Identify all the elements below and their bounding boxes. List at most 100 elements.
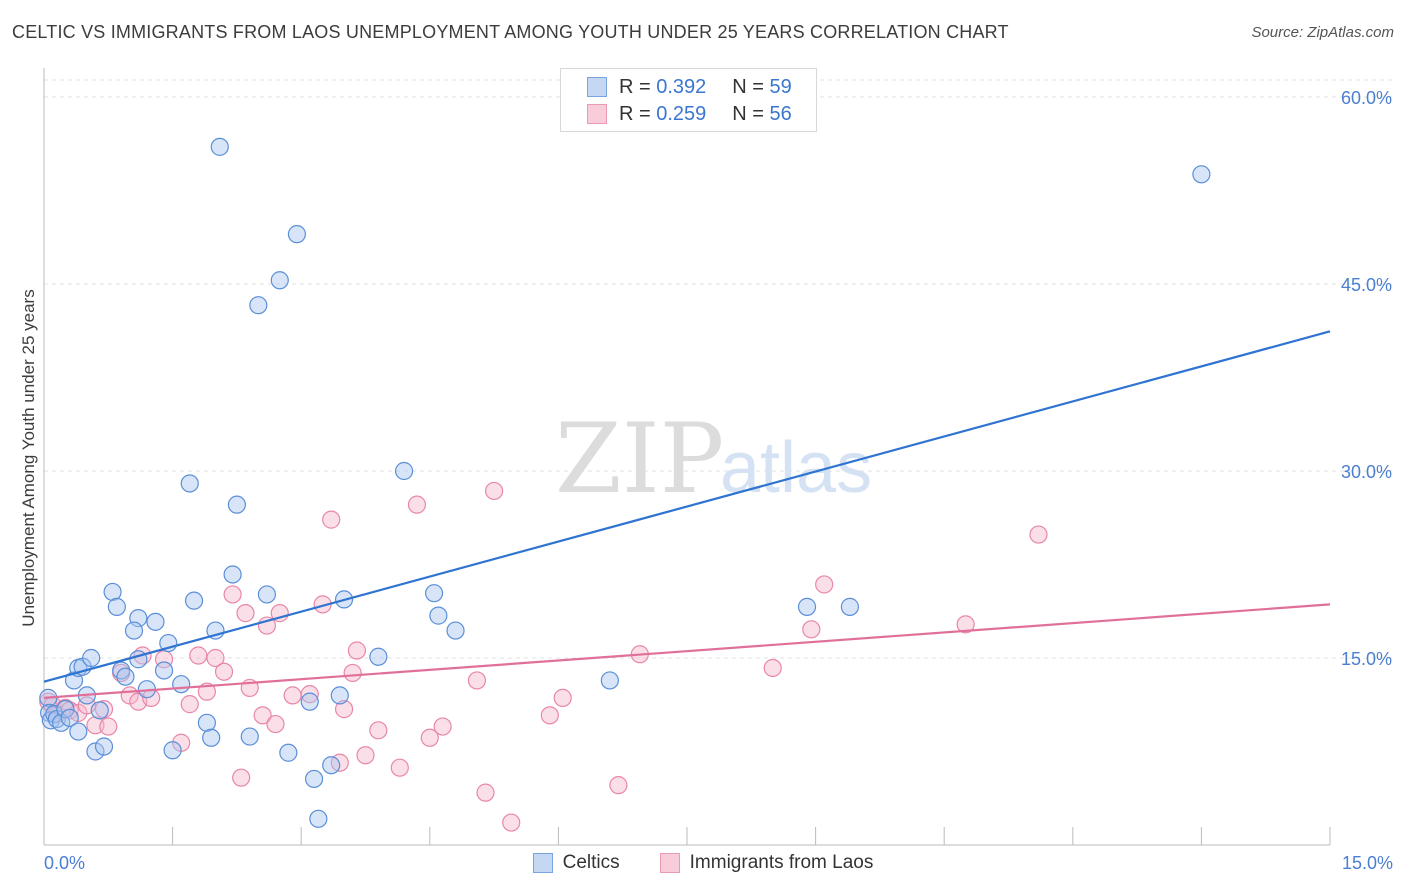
celtic-point (90, 701, 109, 720)
celtic-point (124, 621, 144, 640)
watermark-zip: ZIP (555, 403, 724, 515)
celtic-swatch (532, 853, 553, 873)
laos-point (180, 695, 199, 714)
celtic-point (330, 686, 349, 705)
celtic-point (69, 722, 88, 741)
bottom-legend-label: Immigrants from Laos (689, 852, 874, 873)
celtic-point (82, 648, 101, 668)
laos-point (485, 481, 504, 501)
laos-point (420, 728, 439, 747)
laos-point (223, 585, 242, 604)
celtic-point (322, 756, 341, 775)
celtic-point (369, 647, 388, 666)
celtic-point (94, 737, 114, 756)
celtic-point (446, 621, 465, 640)
legend-n-value: 59 (769, 75, 792, 98)
legend-r-label: R = (619, 75, 657, 98)
bottom-legend: Celtics Immigrants from Laos (0, 852, 1406, 874)
celtic-point (163, 741, 182, 760)
laos-point (343, 663, 362, 683)
celtic-point (257, 585, 277, 604)
celtic-point (197, 713, 216, 732)
laos-swatch (659, 853, 680, 873)
laos-swatch (587, 104, 607, 124)
legend-r-value: 0.392 (656, 75, 707, 98)
celtic-point (797, 597, 817, 616)
chart-title: CELTIC VS IMMIGRANTS FROM LAOS UNEMPLOYM… (12, 22, 1009, 42)
laos-trend-line (43, 603, 1331, 699)
celtic-point (60, 708, 79, 727)
bottom-legend-laos: Immigrants from Laos (659, 852, 874, 874)
laos-point (802, 620, 821, 639)
laos-point (232, 768, 251, 787)
celtic-point (394, 461, 414, 481)
legend-r-value: 0.259 (656, 102, 707, 125)
celtic-point (184, 591, 204, 610)
celtic-point (223, 565, 242, 584)
y-tick-label: 60.0% (1341, 88, 1392, 108)
celtic-point (249, 296, 268, 315)
legend-row-celtic: R = 0.392 N = 59 (587, 74, 792, 100)
celtic-point (270, 271, 289, 290)
celtic-point (287, 225, 307, 244)
legend-r-label: R = (619, 102, 657, 125)
laos-point (815, 575, 834, 594)
laos-point (502, 813, 521, 832)
celtic-point (429, 606, 448, 625)
legend: R = 0.392 N = 59 R = 0.259 N = 56 (560, 68, 817, 132)
laos-point (369, 721, 388, 740)
laos-point (347, 641, 367, 660)
series-laos-points (39, 481, 1048, 832)
laos-point (763, 658, 782, 678)
celtic-point (116, 667, 135, 686)
celtic-point (86, 742, 105, 761)
tick-labels: 15.0% 30.0% 45.0% 60.0% 0.0% 15.0% (44, 88, 1393, 873)
celtic-point (56, 700, 75, 719)
legend-n-value: 56 (769, 102, 792, 125)
laos-point (540, 706, 559, 725)
laos-point (553, 688, 572, 707)
laos-point (189, 646, 208, 665)
laos-point (266, 714, 285, 734)
x-tick-label: 15.0% (1342, 853, 1393, 873)
celtic-point (180, 474, 199, 493)
legend-row-laos: R = 0.259 N = 56 (587, 101, 792, 127)
celtic-point (309, 809, 328, 828)
legend-n-label: N = (732, 102, 770, 125)
laos-point (300, 685, 319, 704)
laos-point (206, 648, 225, 668)
y-tick-label: 15.0% (1341, 649, 1392, 669)
laos-point (283, 686, 302, 705)
celtic-point (107, 597, 126, 616)
laos-point (236, 604, 255, 623)
celtic-point (840, 597, 859, 616)
laos-point (407, 495, 427, 514)
celtic-point (154, 661, 174, 680)
laos-point (956, 615, 975, 634)
celtic-trend-line (43, 330, 1331, 683)
celtic-point (210, 137, 229, 156)
celtic-point (279, 743, 298, 762)
y-tick-label: 45.0% (1341, 275, 1392, 295)
laos-point (322, 510, 341, 529)
celtic-point (202, 728, 221, 747)
celtic-point (304, 769, 324, 789)
legend-n-label: N = (732, 75, 770, 98)
bottom-legend-label: Celtics (562, 852, 620, 873)
celtic-point (52, 713, 71, 732)
laos-point (334, 700, 354, 719)
celtic-point (600, 671, 619, 690)
celtic-swatch (587, 77, 607, 97)
celtic-point (146, 612, 165, 631)
y-axis-label: Unemployment Among Youth under 25 years (19, 289, 38, 626)
laos-point (1029, 525, 1048, 544)
laos-point (356, 746, 375, 765)
trend-lines (43, 330, 1331, 699)
laos-point (99, 717, 118, 736)
y-tick-label: 30.0% (1341, 462, 1392, 482)
laos-point (86, 716, 105, 735)
celtic-point (240, 727, 259, 746)
laos-point (214, 662, 234, 681)
laos-point (253, 706, 272, 725)
